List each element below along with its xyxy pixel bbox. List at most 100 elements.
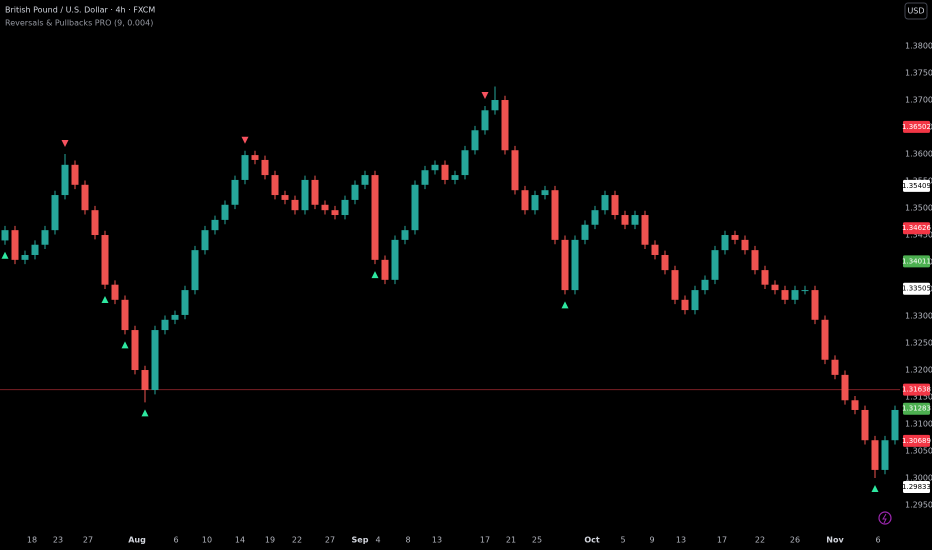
candle-body — [171, 314, 179, 320]
x-tick-label: 13 — [432, 536, 442, 545]
signal-up — [1, 251, 9, 259]
signal-down — [481, 91, 489, 99]
x-tick-label: Sep — [352, 536, 369, 545]
x-tick-label: 26 — [790, 536, 800, 545]
y-tick-label: 1.30000 — [905, 474, 932, 483]
price-label-box — [903, 222, 930, 235]
candle-body — [771, 284, 779, 291]
candle-body — [891, 409, 899, 441]
candle-body — [541, 190, 549, 196]
candle-body — [431, 164, 439, 171]
signal-up — [121, 341, 129, 349]
candle-body — [11, 230, 19, 260]
price-label: 1.35409 — [902, 182, 931, 190]
candle-body — [211, 219, 219, 231]
price-label: 1.36502 — [902, 123, 931, 131]
candle-body — [451, 175, 459, 180]
candle-body — [881, 440, 889, 470]
y-tick-label: 1.31500 — [905, 393, 932, 402]
candle-body — [121, 299, 129, 331]
price-label: 1.33505 — [902, 285, 931, 293]
candle-body — [641, 215, 649, 245]
candle-body — [611, 195, 619, 216]
x-tick-label: 21 — [506, 536, 516, 545]
candle-body — [481, 110, 489, 131]
candle-body — [781, 290, 789, 300]
candle-body — [621, 215, 629, 225]
price-label: 1.31283 — [902, 405, 931, 413]
candle-body — [181, 290, 189, 315]
candle-body — [221, 204, 229, 220]
candle-body — [811, 290, 819, 320]
x-tick-label: 6 — [173, 536, 178, 545]
candle-body — [861, 409, 869, 441]
candle-body — [671, 270, 679, 300]
x-tick-label: 22 — [292, 536, 302, 545]
candle-body — [741, 239, 749, 251]
price-label-box — [903, 481, 930, 494]
y-tick-label: 1.32000 — [905, 366, 932, 375]
candle-body — [471, 130, 479, 151]
candle-body — [421, 170, 429, 185]
candle-body — [721, 235, 729, 251]
candle-body — [111, 284, 119, 300]
candle-body — [791, 290, 799, 300]
currency-label[interactable]: USD — [907, 7, 924, 16]
candle-body — [831, 359, 839, 375]
price-label: 1.34011 — [902, 257, 931, 265]
candle-body — [511, 150, 519, 191]
candle-body — [361, 175, 369, 185]
x-tick-label: 13 — [676, 536, 686, 545]
candle-body — [201, 230, 209, 251]
price-label-box — [903, 120, 930, 133]
price-label-box — [903, 383, 930, 396]
y-tick-label: 1.34500 — [905, 231, 932, 240]
x-tick-label: 27 — [83, 536, 93, 545]
candle-body — [751, 250, 759, 271]
x-tick-label: Aug — [128, 536, 146, 545]
y-tick-label: 1.31000 — [905, 420, 932, 429]
candle-body — [821, 319, 829, 360]
x-tick-label: 19 — [265, 536, 275, 545]
signal-up — [871, 485, 879, 493]
candle-body — [281, 195, 289, 200]
candle-body — [291, 199, 299, 211]
candle-body — [711, 250, 719, 280]
candle-body — [151, 330, 159, 390]
candle-body — [731, 235, 739, 240]
signal-up — [141, 409, 149, 417]
x-tick-label: 23 — [53, 536, 63, 545]
candle-body — [461, 150, 469, 176]
candle-body — [401, 230, 409, 240]
candle-body — [1, 230, 9, 241]
y-tick-label: 1.38000 — [905, 42, 932, 51]
candle-body — [501, 100, 509, 151]
candle-body — [581, 224, 589, 240]
y-tick-label: 1.37000 — [905, 96, 932, 105]
candle-body — [601, 195, 609, 211]
candle-body — [441, 164, 449, 180]
currency-button[interactable] — [904, 2, 928, 20]
candle-body — [761, 270, 769, 285]
y-tick-label: 1.29500 — [905, 501, 932, 510]
signal-down — [241, 136, 249, 144]
candle-body — [251, 155, 259, 160]
signal-up — [101, 296, 109, 304]
candle-body — [551, 190, 559, 240]
flash-icon[interactable] — [878, 511, 892, 525]
candle-body — [661, 254, 669, 271]
candle-body — [91, 210, 99, 236]
candle-body — [651, 244, 659, 255]
candle-body — [331, 210, 339, 216]
candle-body — [851, 400, 859, 410]
candle-body — [691, 290, 699, 311]
candle-body — [521, 190, 529, 211]
y-tick-label: 1.35000 — [905, 204, 932, 213]
x-tick-label: 5 — [620, 536, 625, 545]
indicator-name: Reversals & Pullbacks PRO (9, 0.004) — [5, 19, 153, 28]
candle-body — [701, 279, 709, 291]
candle-body — [321, 204, 329, 211]
x-tick-label: 8 — [405, 536, 410, 545]
